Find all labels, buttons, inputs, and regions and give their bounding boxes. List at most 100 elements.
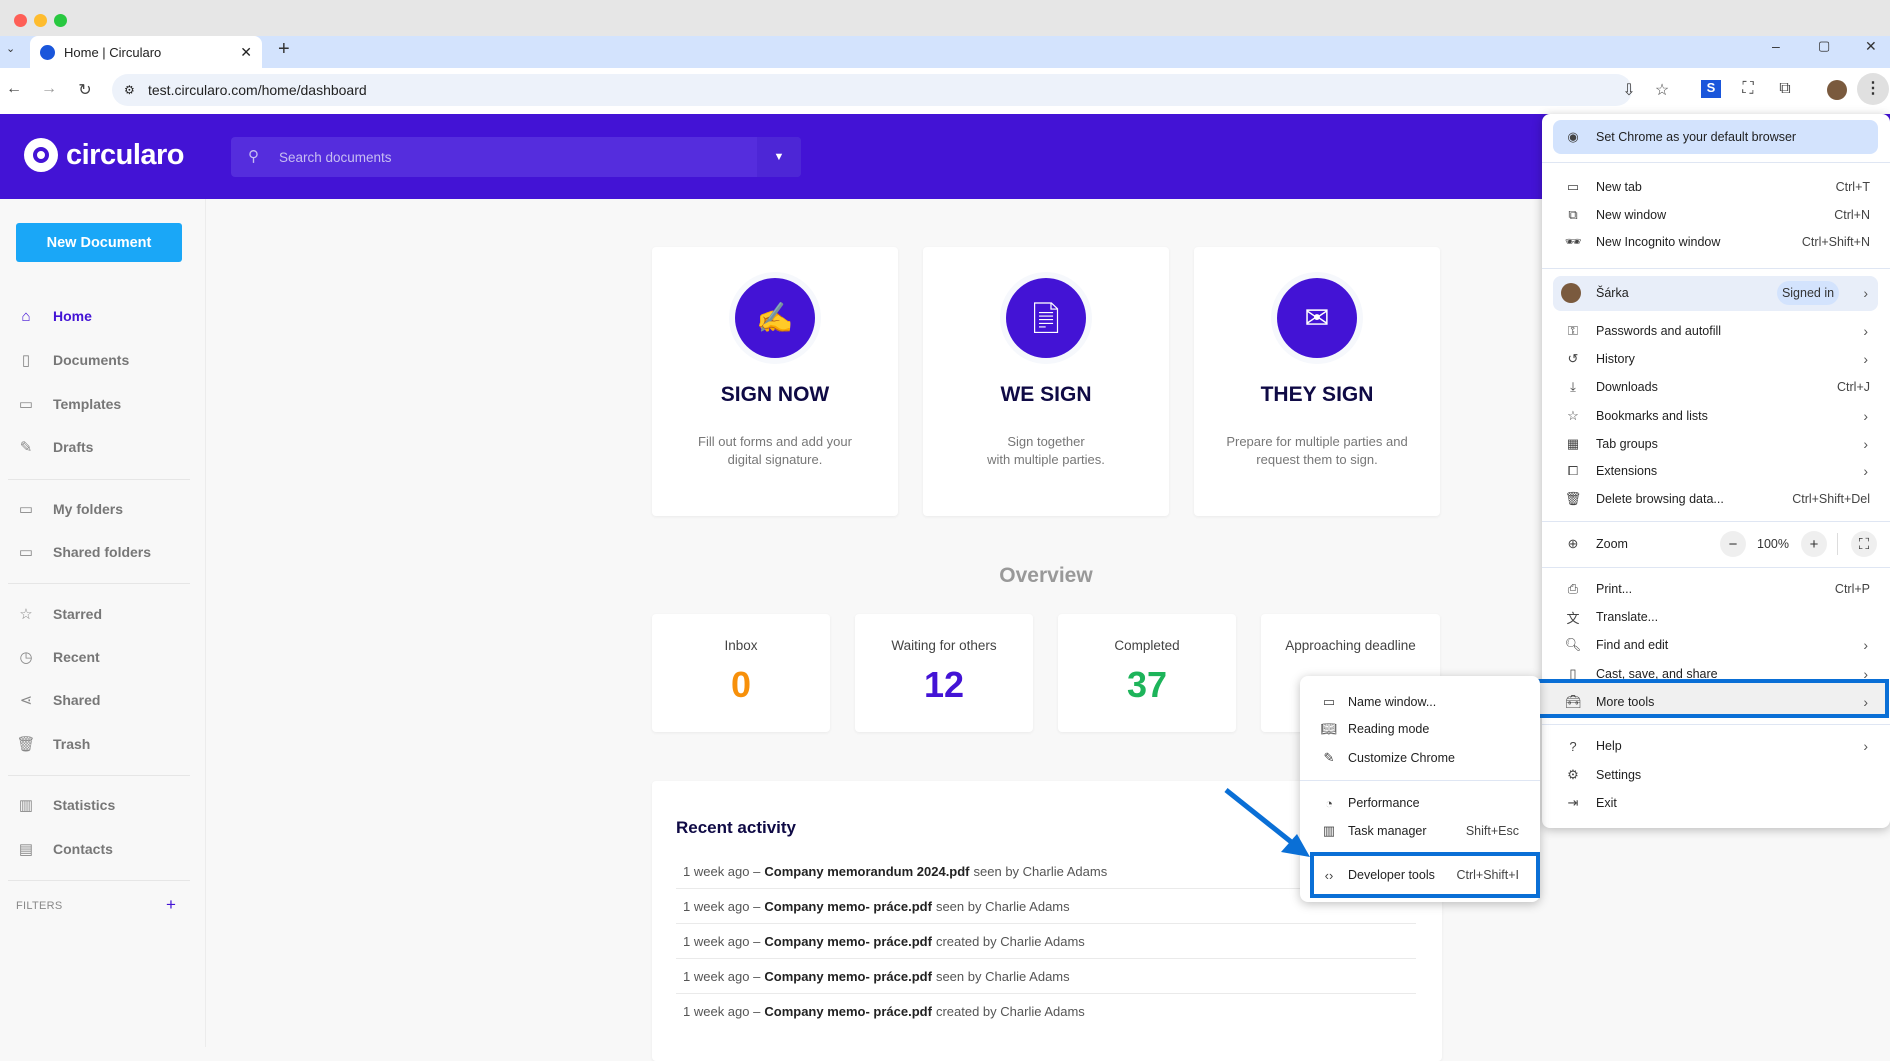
- favicon-icon: [40, 44, 55, 60]
- search-input[interactable]: ⚲ Search documents ▼: [231, 137, 801, 177]
- activity-action: seen by Charlie Adams: [935, 898, 1070, 914]
- menu-bookmarks[interactable]: ☆ Bookmarks and lists ›: [1542, 403, 1890, 429]
- sidebar-item-documents[interactable]: ▯ Documents: [16, 349, 129, 371]
- sidebar-item-trash[interactable]: 🗑︎ Trash: [16, 733, 90, 755]
- shortcut: Shift+Esc: [1465, 824, 1519, 838]
- menu-exit[interactable]: ⇥ Exit: [1542, 790, 1890, 816]
- menu-find-and-edit[interactable]: 🔍︎ Find and edit ›: [1542, 632, 1890, 658]
- new-tab-button[interactable]: +: [278, 38, 290, 60]
- circularo-logo[interactable]: circularo: [24, 138, 185, 172]
- menu-downloads[interactable]: ⤓ Downloads Ctrl+J: [1542, 374, 1890, 400]
- site-settings-icon[interactable]: ⚙: [124, 83, 135, 97]
- submenu-developer-tools[interactable]: ‹› Developer tools Ctrl+Shift+I: [1300, 862, 1540, 888]
- profile-avatar[interactable]: [1827, 80, 1847, 100]
- zoom-divider: [1837, 533, 1838, 555]
- card-desc: Fill out forms and add your: [698, 434, 852, 449]
- search-dropdown-icon[interactable]: ▼: [757, 137, 801, 177]
- menu-label: Performance: [1348, 796, 1420, 810]
- menu-label: Downloads: [1596, 380, 1658, 394]
- menu-label: Customize Chrome: [1348, 751, 1455, 765]
- submenu-name-window[interactable]: ▭ Name window...: [1300, 689, 1540, 715]
- close-window-button[interactable]: [14, 14, 27, 27]
- activity-row[interactable]: 1 week ago – Company memorandum 2024.pdf s…: [676, 854, 1416, 889]
- stat-completed[interactable]: Completed 37: [1058, 614, 1236, 732]
- cast-icon: ▯: [1569, 666, 1577, 681]
- sidebar-item-drafts[interactable]: ✎ Drafts: [16, 436, 94, 458]
- menu-extensions[interactable]: ⧠ Extensions ›: [1542, 458, 1890, 484]
- we-sign-card[interactable]: 📄︎ WE SIGN Sign together with multiple p…: [923, 247, 1169, 516]
- sidebar-item-home[interactable]: ⌂ Home: [16, 305, 91, 327]
- default-browser-banner[interactable]: [1553, 120, 1878, 154]
- stat-waiting[interactable]: Waiting for others 12: [855, 614, 1033, 732]
- minimize-window-button[interactable]: [34, 14, 47, 27]
- activity-row[interactable]: 1 week ago – Company memo- práce.pdf seen …: [676, 889, 1416, 924]
- sidebar-item-my-folders[interactable]: ▭ My folders: [16, 498, 123, 520]
- sidebar-item-contacts[interactable]: ▤ Contacts: [16, 838, 113, 860]
- menu-help[interactable]: ? Help ›: [1542, 733, 1890, 759]
- bookmark-star-icon[interactable]: ☆: [1654, 82, 1670, 99]
- menu-print[interactable]: ⎙ Print... Ctrl+P: [1542, 576, 1890, 602]
- restore-icon[interactable]: ▢: [1818, 38, 1831, 53]
- menu-settings[interactable]: ⚙ Settings: [1542, 762, 1890, 788]
- new-document-button[interactable]: New Document: [16, 223, 182, 262]
- close-tab-icon[interactable]: ✕: [240, 43, 252, 60]
- menu-label: Reading mode: [1348, 722, 1430, 736]
- shortcut: Ctrl+T: [1835, 180, 1870, 194]
- chevron-right-icon: ›: [1863, 408, 1868, 424]
- fullscreen-button[interactable]: ⛶: [1851, 531, 1877, 557]
- menu-label: Help: [1596, 739, 1622, 753]
- install-icon[interactable]: ⇩: [1622, 82, 1636, 99]
- address-bar[interactable]: ⚙ test.circularo.com/home/dashboard: [112, 74, 1632, 106]
- sign-now-card[interactable]: ✍ SIGN NOW Fill out forms and add your d…: [652, 247, 898, 516]
- add-filter-button[interactable]: +: [166, 895, 176, 914]
- zoom-out-button[interactable]: −: [1720, 531, 1746, 557]
- sidebar-item-shared[interactable]: ⋖ Shared: [16, 689, 101, 711]
- submenu-performance[interactable]: ◔ Performance: [1300, 790, 1540, 816]
- menu-new-window[interactable]: ⧉ New window Ctrl+N: [1542, 202, 1890, 228]
- close-icon[interactable]: ✕: [1865, 38, 1877, 54]
- activity-row[interactable]: 1 week ago – Company memo- práce.pdf seen …: [676, 959, 1416, 994]
- nav-label: Starred: [53, 606, 103, 622]
- tab-search-icon[interactable]: ⌄: [6, 43, 16, 55]
- menu-translate[interactable]: 文 Translate...: [1542, 604, 1890, 630]
- submenu-customize-chrome[interactable]: ✎ Customize Chrome: [1300, 745, 1540, 771]
- activity-row[interactable]: 1 week ago – Company memo- práce.pdf creat…: [676, 994, 1416, 1029]
- menu-label: Exit: [1596, 796, 1617, 810]
- filters-label: FILTERS: [16, 900, 63, 912]
- chevron-right-icon: ›: [1863, 666, 1868, 682]
- menu-new-tab[interactable]: ▭ New tab Ctrl+T: [1542, 174, 1890, 200]
- menu-new-incognito[interactable]: 🕶︎ New Incognito window Ctrl+Shift+N: [1542, 229, 1890, 255]
- sidebar-item-templates[interactable]: ▭ Templates: [16, 393, 121, 415]
- shortcut: Ctrl+Shift+I: [1456, 868, 1519, 882]
- extensions-icon[interactable]: ⧉: [1779, 80, 1791, 97]
- screenshot-icon[interactable]: ⛶: [1742, 80, 1754, 97]
- stat-label: Approaching deadline: [1285, 638, 1416, 653]
- activity-row[interactable]: 1 week ago – Company memo- práce.pdf creat…: [676, 924, 1416, 959]
- browser-tab[interactable]: Home | Circularo ✕: [30, 36, 262, 68]
- back-icon[interactable]: ←: [6, 80, 22, 97]
- extension-s-icon[interactable]: S: [1701, 80, 1721, 98]
- sidebar-item-shared-folders[interactable]: ▭ Shared folders: [16, 541, 151, 563]
- submenu-reading-mode[interactable]: 📖︎ Reading mode: [1300, 716, 1540, 742]
- forward-icon[interactable]: →: [41, 80, 57, 97]
- maximize-window-button[interactable]: [54, 14, 67, 27]
- menu-cast-save-share[interactable]: ▯ Cast, save, and share ›: [1542, 661, 1890, 687]
- menu-more-tools[interactable]: 🧰︎ More tools ›: [1542, 689, 1890, 715]
- reload-icon[interactable]: ↻: [78, 82, 92, 99]
- menu-history[interactable]: ↺ History ›: [1542, 346, 1890, 372]
- they-sign-card[interactable]: ✉ THEY SIGN Prepare for multiple parties…: [1194, 247, 1440, 516]
- sidebar-item-statistics[interactable]: ▥ Statistics: [16, 794, 115, 816]
- chrome-menu-button[interactable]: ⋮: [1857, 73, 1889, 105]
- sidebar-item-recent[interactable]: ◷ Recent: [16, 646, 99, 668]
- submenu-task-manager[interactable]: ▥ Task manager Shift+Esc: [1300, 818, 1540, 844]
- menu-tab-groups[interactable]: ▦ Tab groups ›: [1542, 431, 1890, 457]
- zoom-in-button[interactable]: +: [1801, 531, 1827, 557]
- menu-delete-browsing-data[interactable]: 🗑︎ Delete browsing data... Ctrl+Shift+Del: [1542, 486, 1890, 512]
- sidebar-divider: [8, 775, 190, 776]
- minimize-icon[interactable]: –: [1772, 38, 1780, 54]
- sidebar-item-starred[interactable]: ☆ Starred: [16, 603, 102, 625]
- menu-set-default-browser[interactable]: ◉ Set Chrome as your default browser: [1542, 124, 1890, 150]
- menu-profile[interactable]: Šárka ›: [1542, 280, 1890, 306]
- stat-inbox[interactable]: Inbox 0: [652, 614, 830, 732]
- menu-passwords[interactable]: ⚿ Passwords and autofill ›: [1542, 318, 1890, 344]
